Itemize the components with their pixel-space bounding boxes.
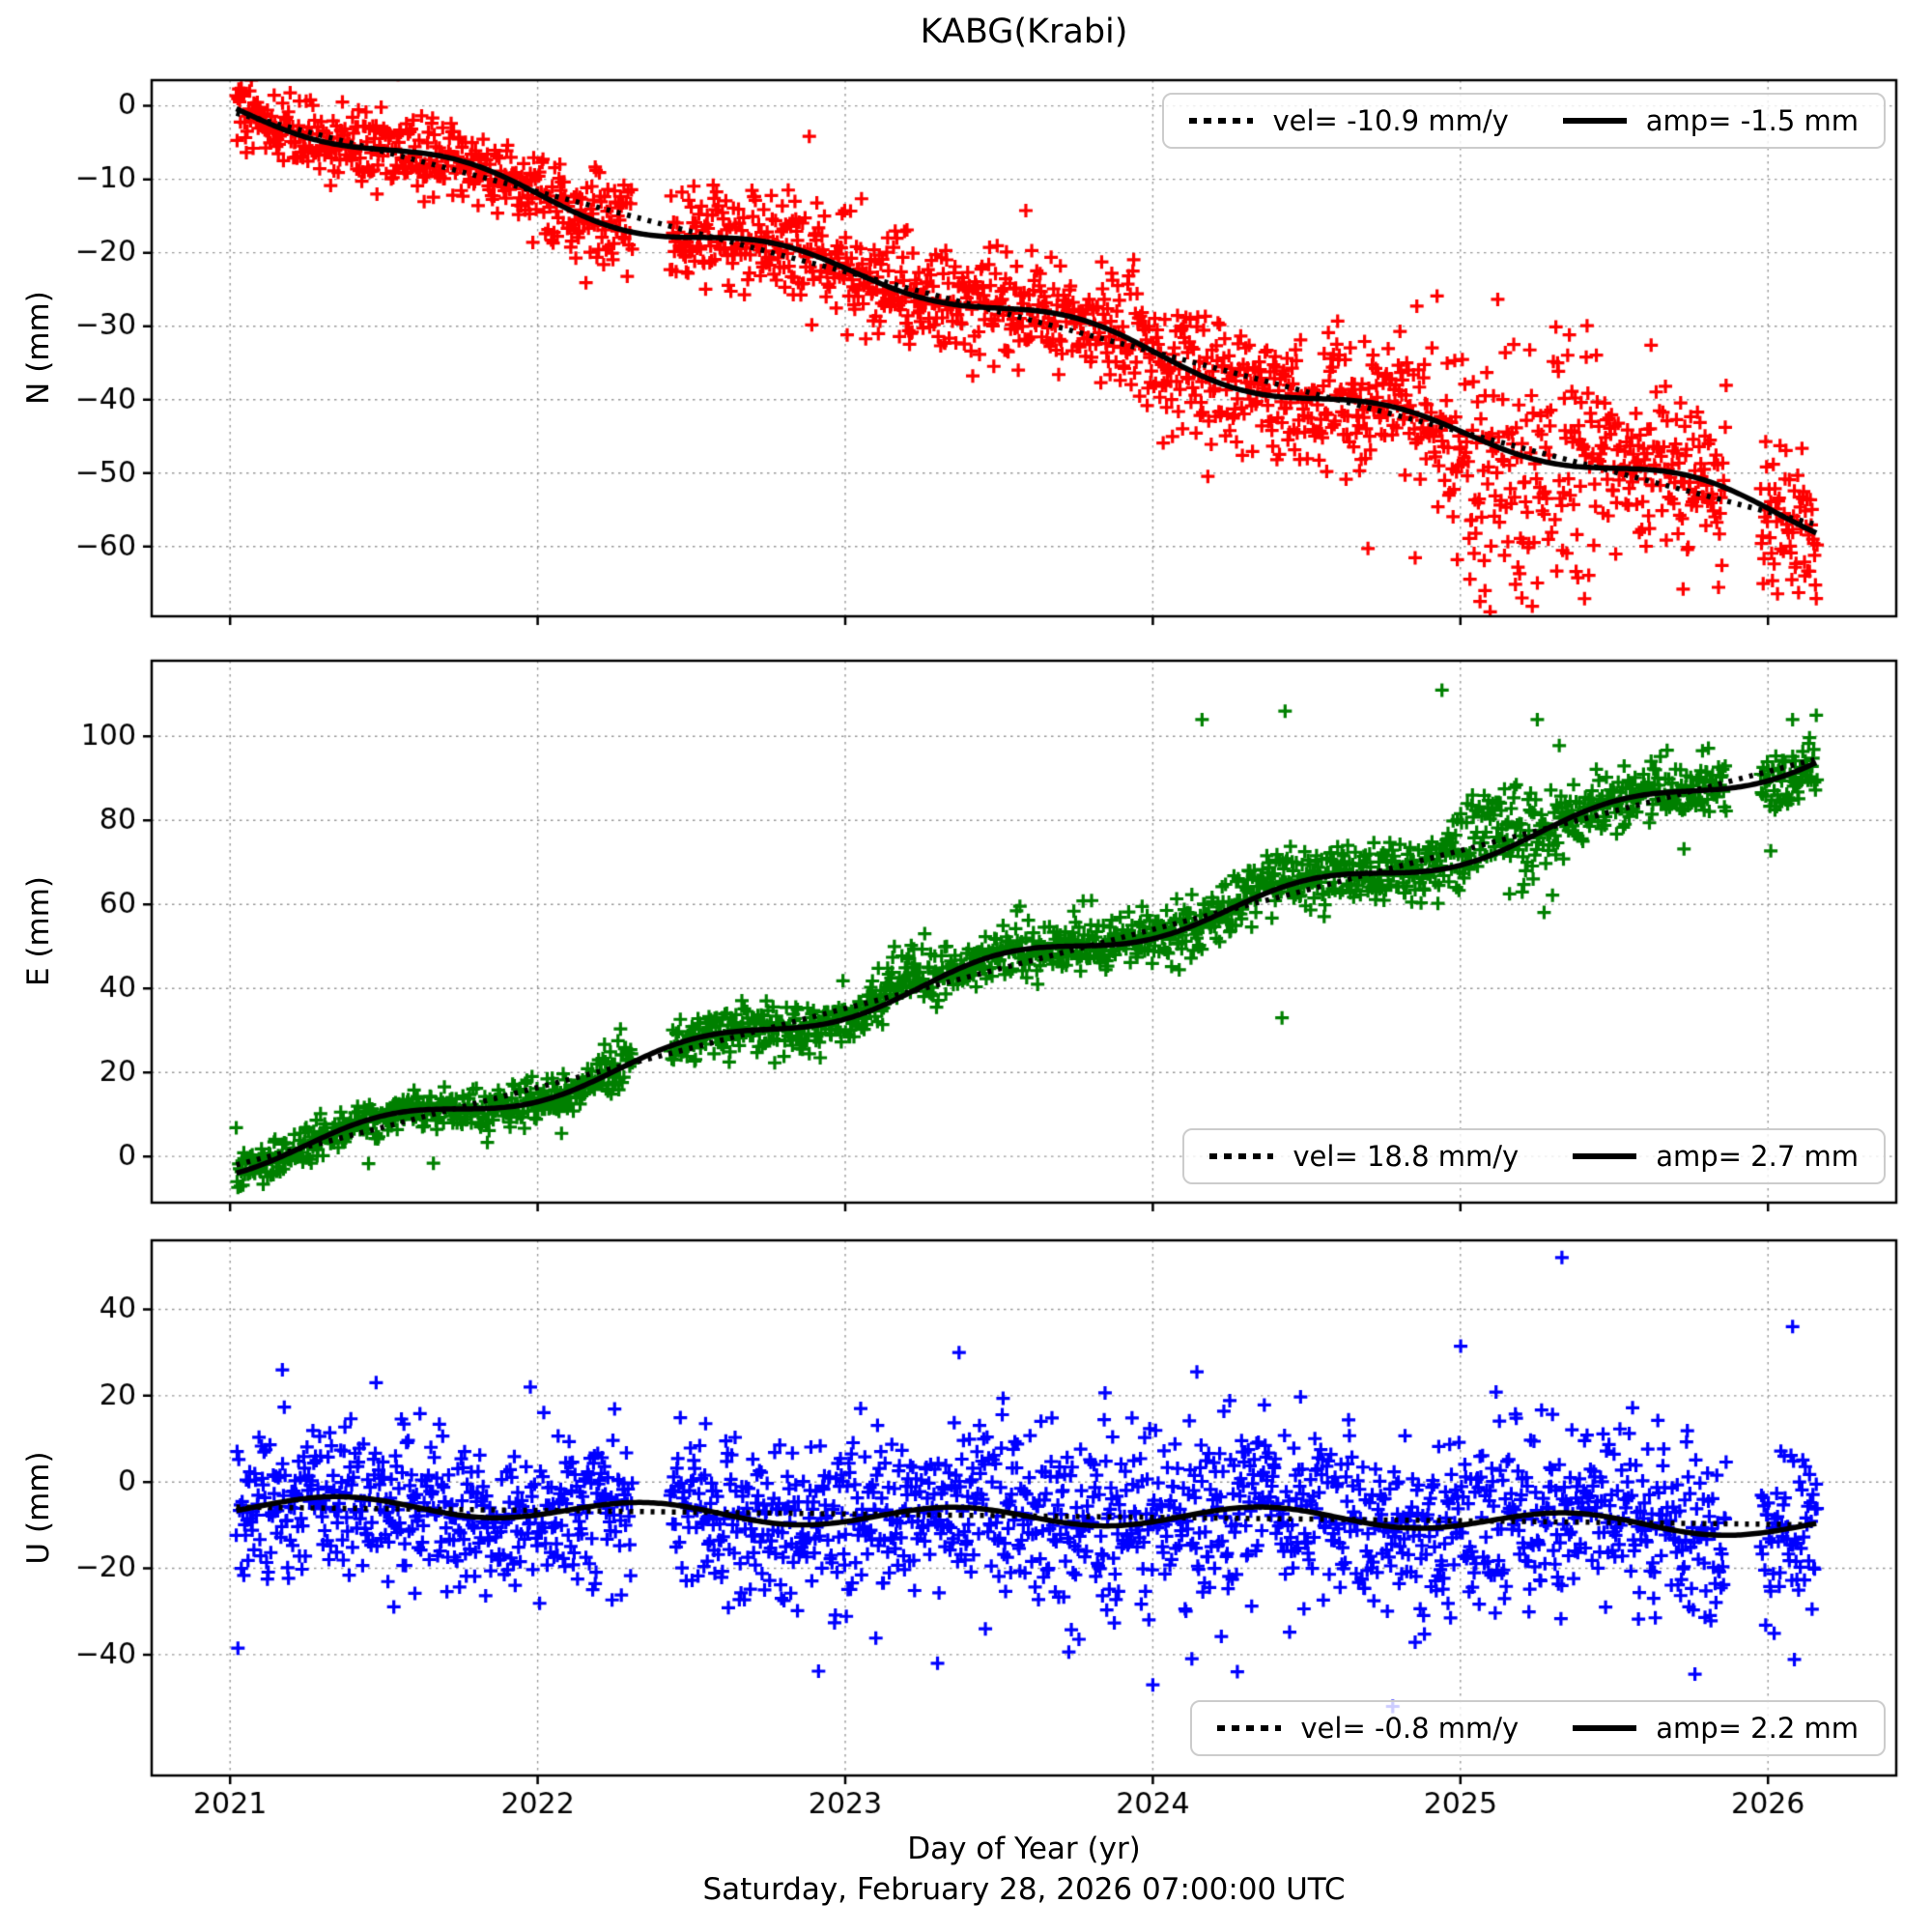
u-panel-legend: vel= -0.8 mm/y amp= 2.2 mm: [1190, 1700, 1886, 1756]
amplitude-solid-line-sample: [1573, 1725, 1637, 1731]
u-amplitude-value: amp= 2.2 mm: [1656, 1712, 1859, 1745]
velocity-dotted-line-sample: [1189, 118, 1254, 124]
u-velocity-value: vel= -0.8 mm/y: [1300, 1712, 1520, 1745]
u-axis-label: U (mm): [21, 1451, 56, 1565]
n-panel-legend: vel= -10.9 mm/y amp= -1.5 mm: [1162, 93, 1886, 149]
amplitude-solid-line-sample: [1562, 118, 1627, 124]
chart-title: KABG(Krabi): [920, 13, 1128, 51]
n-velocity-value: vel= -10.9 mm/y: [1272, 104, 1509, 137]
e-panel-legend: vel= 18.8 mm/y amp= 2.7 mm: [1182, 1128, 1886, 1184]
amplitude-solid-line-sample: [1573, 1153, 1637, 1159]
n-axis-label: N (mm): [21, 291, 56, 405]
e-velocity-value: vel= 18.8 mm/y: [1293, 1140, 1520, 1173]
x-axis-label: Day of Year (yr): [907, 1832, 1141, 1866]
timestamp-caption: Saturday, February 28, 2026 07:00:00 UTC: [702, 1872, 1346, 1907]
velocity-dotted-line-sample: [1217, 1725, 1282, 1731]
n-amplitude-value: amp= -1.5 mm: [1645, 104, 1859, 137]
e-amplitude-value: amp= 2.7 mm: [1656, 1140, 1859, 1173]
velocity-dotted-line-sample: [1209, 1153, 1274, 1159]
e-axis-label: E (mm): [21, 875, 56, 987]
